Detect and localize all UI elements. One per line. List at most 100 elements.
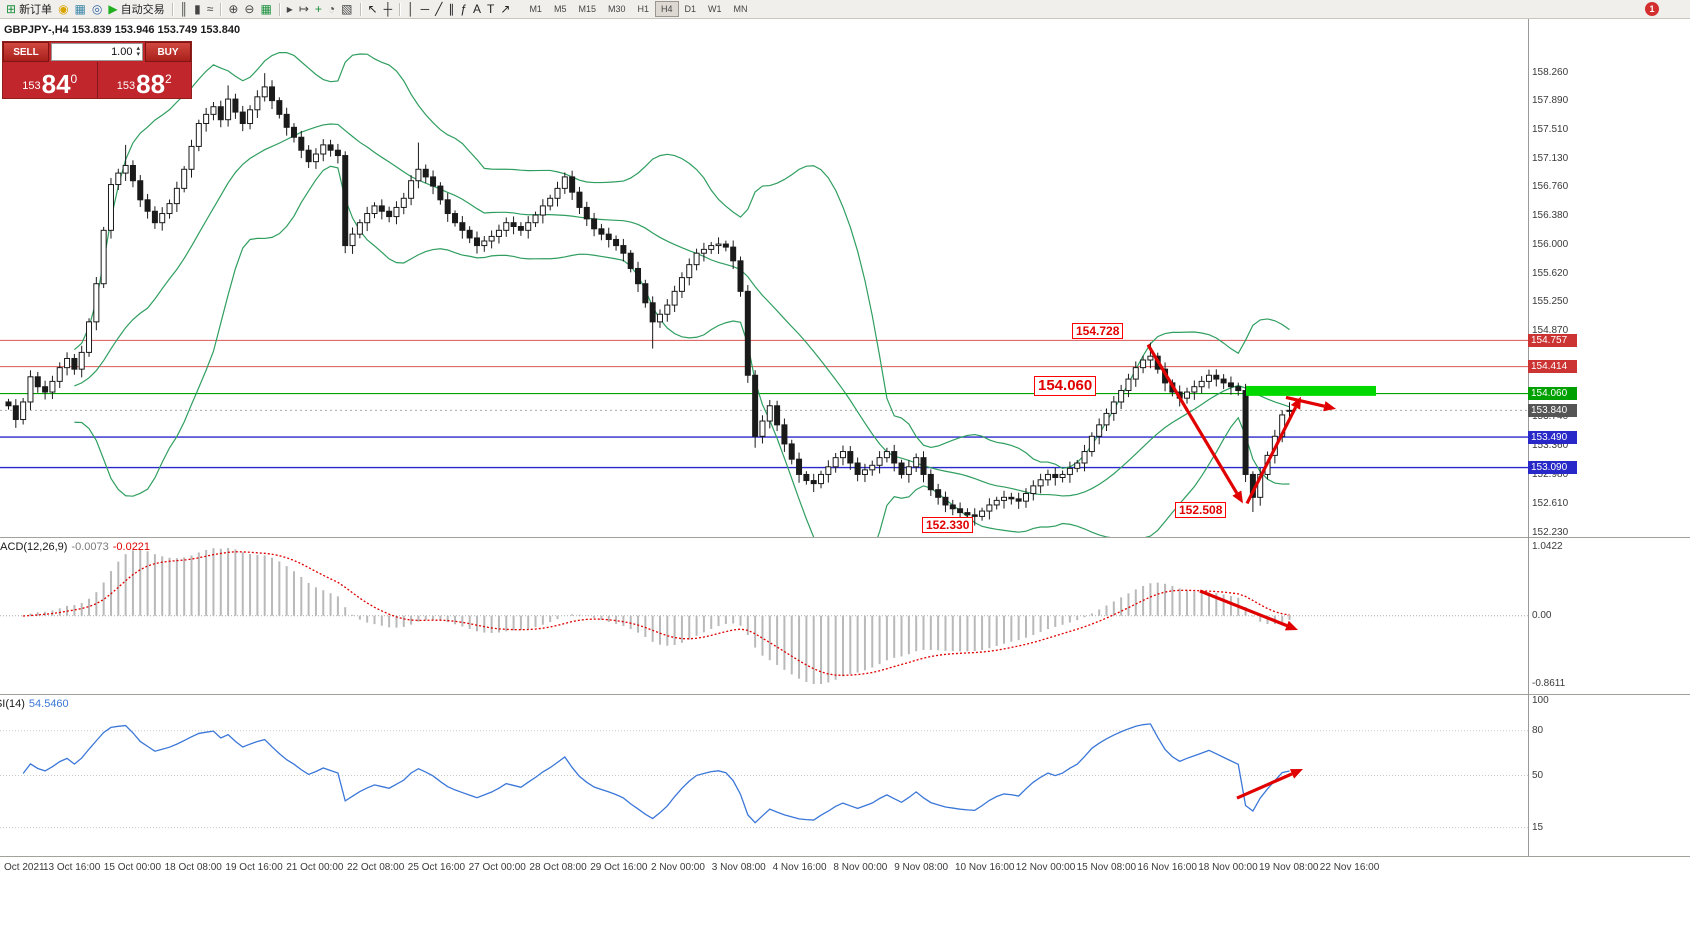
arrows-icon: ↗	[500, 1, 511, 16]
price-annotation: 154.728	[1072, 322, 1124, 340]
autotrading-button-label: 自动交易	[120, 4, 165, 16]
candlestick-chart-button[interactable]: ▮	[191, 1, 204, 18]
volume-input[interactable]: 1.00 ▴ ▾	[51, 43, 143, 61]
rsi-panel[interactable]	[0, 695, 1528, 856]
date-label: 2 Nov 00:00	[651, 862, 705, 873]
rsi-chart[interactable]	[0, 695, 1528, 856]
sound-alert-button[interactable]: ◉	[55, 1, 71, 18]
auto-scroll-button[interactable]: ▸	[284, 1, 296, 18]
date-label: 8 Nov 00:00	[833, 862, 888, 873]
periods-icon: ◔	[327, 1, 336, 16]
trendline-button[interactable]: ╱	[432, 1, 445, 18]
date-label: 15 Nov 08:00	[1076, 862, 1137, 873]
main-chart-area[interactable]: GBPJPY-,H4 153.839 153.946 153.749 153.8…	[0, 19, 1528, 537]
volume-spinner: ▴ ▾	[136, 45, 140, 58]
strategy-tester-icon: ◎	[91, 1, 103, 16]
macd-axis-label: -0.8611	[1532, 678, 1566, 689]
price-annotation: 154.060	[1034, 376, 1097, 397]
auto-scroll-icon: ▸	[286, 1, 293, 16]
strategy-tester-button[interactable]: ◎	[89, 1, 105, 18]
horizontal-line-button[interactable]: ─	[418, 1, 433, 18]
fibonacci-button[interactable]: ƒ	[457, 1, 470, 18]
date-label: 3 Nov 08:00	[711, 862, 766, 873]
autotrading-button[interactable]: ▶ 自动交易	[105, 1, 167, 18]
panel-separator[interactable]	[0, 856, 1690, 857]
timeframe-h4[interactable]: H4	[655, 1, 679, 17]
macd-chart[interactable]	[0, 538, 1528, 694]
macd-value-main: -0.0073	[71, 541, 109, 553]
timeframe-m30[interactable]: M30	[607, 4, 626, 14]
date-label: 28 Oct 08:00	[529, 862, 587, 873]
zoom-in-button[interactable]: ⊕	[225, 1, 241, 18]
chart-shift-button[interactable]: ↦	[296, 1, 312, 18]
text-label-button[interactable]: T	[484, 1, 497, 18]
market-depth-button[interactable]: ▦	[72, 1, 89, 18]
periods-button[interactable]: ◔	[325, 1, 338, 18]
candlestick-chart-icon: ▮	[194, 1, 201, 16]
volume-up-button[interactable]: ▴	[136, 45, 140, 52]
channel-icon: ∥	[448, 1, 455, 16]
buy-price[interactable]: 153 88 2	[96, 62, 192, 98]
crosshair-button[interactable]: ┼	[381, 1, 396, 18]
sell-price-sup: 0	[70, 72, 78, 86]
toolbar-separator	[220, 2, 222, 16]
price-axis-label: 154.060	[1528, 387, 1577, 401]
macd-panel[interactable]	[0, 538, 1528, 694]
price-axis[interactable]: 158.260 157.890 157.510 157.130 156.760 156.3…	[1528, 19, 1590, 538]
macd-name: MACD(12,26,9)	[0, 541, 68, 553]
price-axis-label: 153.090	[1528, 461, 1577, 475]
macd-axis-label: 1.0422	[1532, 541, 1563, 552]
time-axis[interactable]: Oct 2021 13 Oct 16:00 15 Oct 00:00 18 Oct 0…	[0, 857, 1690, 877]
timeframe-d1[interactable]: D1	[684, 4, 697, 14]
timeframe-mn[interactable]: MN	[733, 4, 748, 14]
date-label: 4 Nov 16:00	[772, 862, 827, 873]
price-axis-label: 154.870	[1532, 325, 1569, 337]
date-label: 9 Nov 08:00	[894, 862, 949, 873]
bar-chart-button[interactable]: ║	[177, 1, 192, 18]
date-label: 13 Oct 16:00	[43, 862, 101, 873]
channel-button[interactable]: ∥	[445, 1, 457, 18]
templates-button[interactable]: ▧	[338, 1, 355, 18]
sell-button[interactable]: SELL	[3, 42, 49, 62]
line-chart-button[interactable]: ≈	[204, 1, 217, 18]
candlestick-chart[interactable]	[0, 19, 1528, 537]
panel-separator[interactable]	[0, 694, 1690, 695]
buy-button[interactable]: BUY	[145, 42, 191, 62]
volume-down-button[interactable]: ▾	[136, 51, 140, 58]
market-depth-icon: ▦	[74, 1, 86, 16]
toolbar-separator	[359, 2, 361, 16]
vertical-line-button[interactable]: │	[404, 1, 418, 18]
zoom-out-icon: ⊖	[244, 1, 255, 16]
rsi-axis[interactable]: 100 80 50 15	[1528, 695, 1590, 856]
rsi-label: RSI(14)54.5460	[0, 698, 69, 710]
date-label: 22 Oct 08:00	[347, 862, 405, 873]
new-order-button-label: 新订单	[19, 4, 53, 16]
panel-separator[interactable]	[0, 537, 1690, 538]
tile-windows-button[interactable]: ▦	[257, 1, 274, 18]
toolbar-separator	[171, 2, 173, 16]
text-button[interactable]: A	[470, 1, 484, 18]
price-axis-label: 153.490	[1528, 430, 1577, 444]
timeframe-h1[interactable]: H1	[637, 4, 650, 14]
timeframe-m1[interactable]: M1	[529, 4, 542, 14]
price-axis-label: 157.130	[1532, 152, 1569, 164]
new-order-button[interactable]: ⊞ 新订单	[3, 1, 55, 18]
date-label: 12 Nov 00:00	[1015, 862, 1076, 873]
zoom-out-button[interactable]: ⊖	[241, 1, 257, 18]
timeframe-w1[interactable]: W1	[708, 4, 722, 14]
notification-badge[interactable]: 1	[1645, 2, 1659, 16]
timeframe-m15[interactable]: M15	[578, 4, 596, 14]
volume-value: 1.00	[111, 46, 133, 58]
cursor-button[interactable]: ↖	[365, 1, 381, 18]
sell-price[interactable]: 153 84 0	[3, 62, 97, 98]
price-axis-label: 152.610	[1532, 497, 1569, 509]
date-label: 29 Oct 16:00	[590, 862, 648, 873]
arrows-button[interactable]: ↗	[497, 1, 513, 18]
date-label: 19 Nov 08:00	[1259, 862, 1319, 873]
price-axis-label: 156.380	[1532, 210, 1569, 222]
timeframe-m5[interactable]: M5	[553, 4, 567, 14]
text-label-icon: T	[487, 1, 495, 16]
indicators-button[interactable]: +	[312, 1, 325, 18]
cursor-icon: ↖	[367, 1, 378, 16]
date-label: 16 Nov 16:00	[1137, 862, 1197, 873]
